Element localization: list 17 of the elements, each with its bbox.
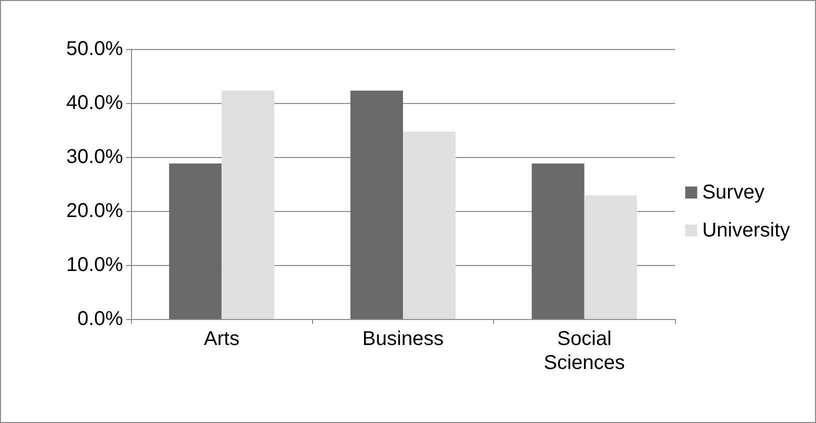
bar [584,195,637,319]
legend-label: Survey [702,182,764,204]
bar [222,90,274,319]
bar [169,163,222,319]
y-tick-label: 30.0% [66,146,124,168]
legend-label: University [702,220,790,242]
bar [350,90,403,319]
bar [403,132,456,319]
y-tick-label: 0.0% [77,308,124,330]
y-tick-label: 40.0% [66,92,124,114]
y-tick-label: 20.0% [66,200,124,222]
x-tick-label: Arts [204,328,240,350]
x-tick-label: Business [362,328,444,350]
bar [532,163,584,319]
x-tick-label: Social Sciences [544,328,625,374]
y-tick-label: 10.0% [66,254,124,276]
y-tick-label: 50.0% [66,38,124,60]
